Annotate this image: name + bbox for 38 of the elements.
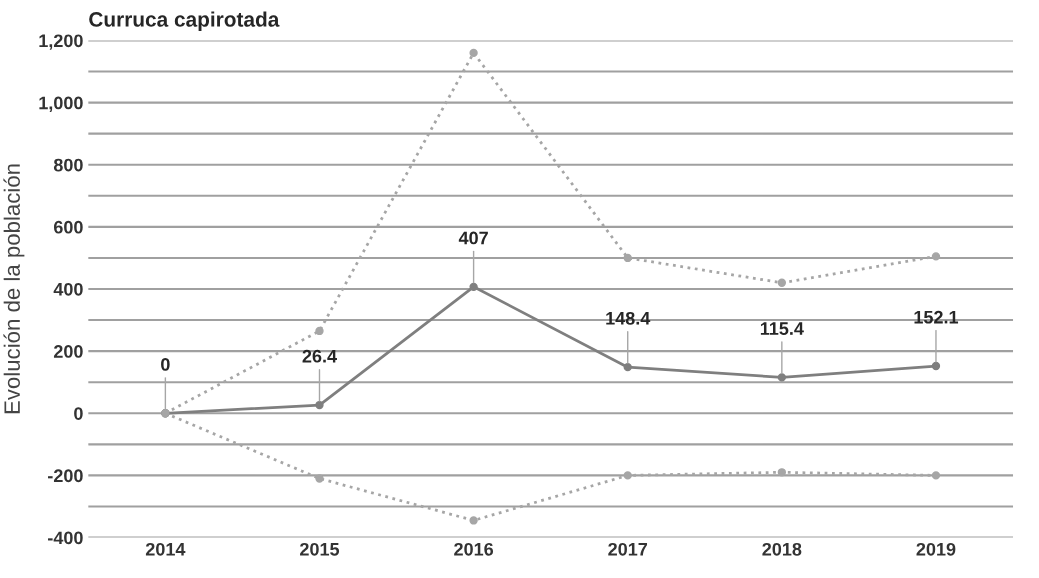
x-tick-label: 2017 bbox=[608, 542, 648, 556]
point bbox=[777, 373, 787, 382]
y-tick-label: -200 bbox=[48, 469, 83, 483]
y-tick-label: 800 bbox=[53, 158, 83, 172]
x-tick-label: 2019 bbox=[916, 542, 956, 556]
x-tick-label: 2014 bbox=[145, 542, 186, 556]
point bbox=[315, 326, 324, 336]
x-tick-label: 2015 bbox=[300, 542, 340, 556]
point bbox=[623, 253, 632, 263]
data-label: 115.4 bbox=[760, 322, 804, 335]
point bbox=[777, 468, 787, 477]
point bbox=[469, 48, 478, 58]
y-axis-title: Evolución de la población bbox=[3, 164, 25, 414]
y-tick-label: 600 bbox=[53, 220, 83, 234]
y-tick-label: 1,200 bbox=[39, 34, 83, 50]
data-label: 407 bbox=[458, 231, 488, 245]
data-label: 148.4 bbox=[606, 311, 651, 325]
x-tick-label: 2016 bbox=[454, 542, 494, 556]
point bbox=[623, 362, 632, 372]
point bbox=[931, 471, 941, 480]
point bbox=[623, 471, 632, 480]
data-label: 0 bbox=[161, 358, 170, 371]
y-tick-label: 200 bbox=[53, 345, 83, 358]
chart-title: Curruca capirotada bbox=[89, 11, 280, 31]
point bbox=[469, 516, 478, 525]
x-tick-label: 2018 bbox=[762, 542, 802, 556]
point bbox=[315, 400, 324, 410]
data-label: 152.1 bbox=[914, 310, 959, 324]
point bbox=[315, 474, 324, 483]
point bbox=[469, 282, 478, 291]
point bbox=[777, 278, 787, 287]
y-tick-label: 1,000 bbox=[39, 96, 83, 112]
y-tick-label: -400 bbox=[48, 531, 83, 545]
point bbox=[931, 252, 941, 261]
y-tick-label: 400 bbox=[53, 282, 83, 296]
data-label: 26.4 bbox=[302, 349, 337, 363]
y-tick-label: 0 bbox=[74, 407, 83, 420]
point bbox=[931, 361, 941, 371]
